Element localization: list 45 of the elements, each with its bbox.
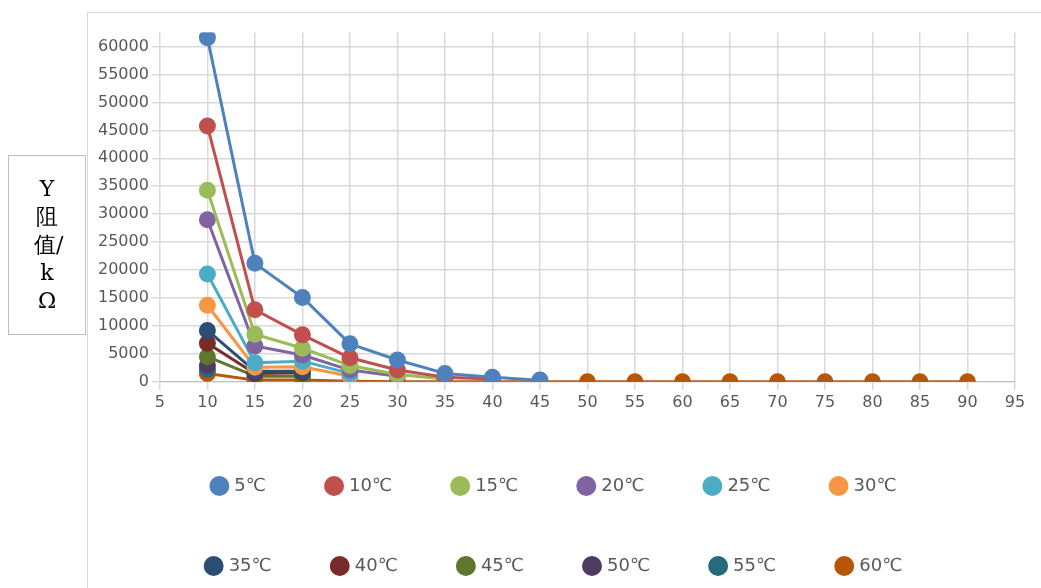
x-tick-label: 5 bbox=[154, 391, 165, 411]
y-tick-label: 35000 bbox=[97, 175, 149, 195]
x-tick-label: 75 bbox=[814, 391, 836, 411]
x-tick-label: 65 bbox=[719, 391, 741, 411]
y-tick-label: 25000 bbox=[97, 231, 149, 251]
y-tick-label: 30000 bbox=[97, 203, 149, 223]
legend-label: 60℃ bbox=[859, 553, 903, 575]
x-tick-label: 90 bbox=[957, 391, 978, 411]
y-tick-label: 20000 bbox=[97, 259, 149, 279]
x-tick-label: 35 bbox=[434, 391, 456, 411]
x-tick-label: 95 bbox=[1004, 391, 1026, 411]
y-tick-label: 55000 bbox=[97, 63, 149, 83]
legend-label: 30℃ bbox=[853, 473, 897, 495]
legend-label: 15℃ bbox=[475, 473, 519, 495]
legend-label: 55℃ bbox=[733, 553, 777, 575]
y-tick-label: 0 bbox=[138, 370, 149, 390]
x-tick-label: 70 bbox=[767, 391, 788, 411]
x-tick-label: 40 bbox=[482, 391, 503, 411]
y-tick-label: 45000 bbox=[97, 119, 149, 139]
legend-label: 35℃ bbox=[228, 553, 272, 575]
x-tick-label: 85 bbox=[909, 391, 931, 411]
x-tick-label: 55 bbox=[624, 391, 646, 411]
x-tick-label: 30 bbox=[387, 391, 408, 411]
y-tick-label: 50000 bbox=[97, 91, 149, 111]
x-tick-label: 10 bbox=[197, 391, 218, 411]
x-tick-label: 50 bbox=[577, 391, 598, 411]
x-tick-label: 45 bbox=[529, 391, 551, 411]
legend-label: 5℃ bbox=[234, 473, 267, 495]
y-tick-label: 40000 bbox=[97, 147, 149, 167]
legend-label: 50℃ bbox=[607, 553, 651, 575]
y-tick-label: 60000 bbox=[97, 35, 149, 55]
y-tick-label: 5000 bbox=[108, 343, 149, 363]
legend-label: 45℃ bbox=[480, 553, 525, 575]
x-tick-label: 15 bbox=[244, 391, 266, 411]
legend-label: 10℃ bbox=[349, 473, 393, 495]
x-tick-label: 25 bbox=[339, 391, 361, 411]
y-axis-title: Y阻值/kΩ bbox=[34, 175, 64, 315]
legend-label: 20℃ bbox=[601, 473, 645, 495]
x-tick-label: 60 bbox=[672, 391, 693, 411]
legend-label: 40℃ bbox=[354, 553, 398, 575]
x-tick-label: 20 bbox=[292, 391, 313, 411]
x-tick-label: 80 bbox=[862, 391, 883, 411]
legend-label: 25℃ bbox=[727, 473, 771, 495]
y-tick-label: 10000 bbox=[97, 315, 149, 335]
y-tick-label: 15000 bbox=[97, 287, 149, 307]
